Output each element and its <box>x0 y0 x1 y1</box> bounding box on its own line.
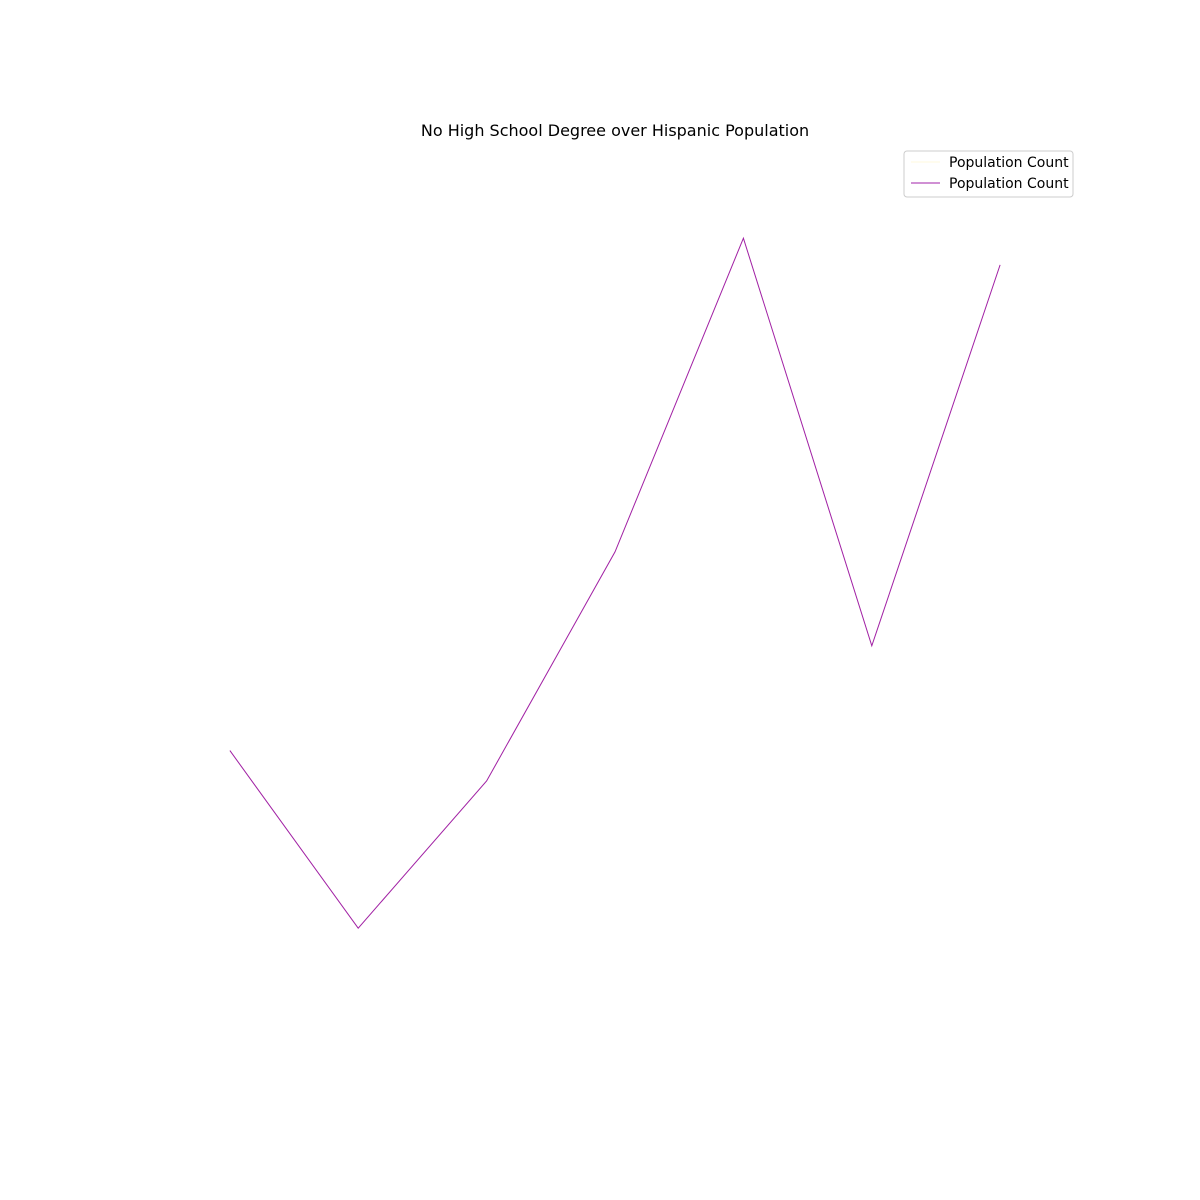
legend-label-1: Population Count <box>949 176 1069 192</box>
series-line-1 <box>229 236 1001 930</box>
legend-box <box>903 150 1074 198</box>
plot-area <box>229 236 1001 930</box>
legend-label-0: Population Count <box>949 155 1069 171</box>
legend: Population Count Population Count <box>903 150 1074 198</box>
series-line-0 <box>229 236 1001 930</box>
chart-title: No High School Degree over Hispanic Popu… <box>421 121 809 140</box>
